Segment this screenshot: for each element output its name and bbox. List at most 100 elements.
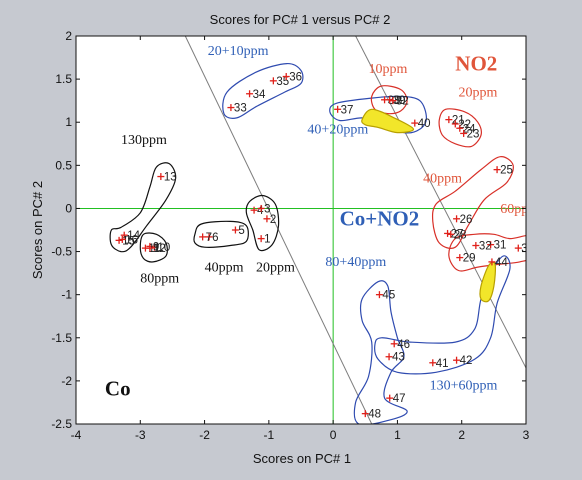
point-label-48: 48: [368, 409, 381, 421]
data-point-42: 42: [453, 355, 472, 367]
point-label-40: 40: [418, 118, 431, 130]
x-tick-label: -2: [199, 428, 210, 442]
y-tick-label: 1.5: [55, 72, 72, 86]
cluster-outline-3: [370, 85, 408, 115]
group-label-11: 40ppm: [205, 260, 244, 275]
separator-line-2: [355, 36, 526, 369]
data-point-46: 46: [390, 339, 410, 351]
data-point-13: 13: [157, 172, 177, 184]
data-point-28: 28: [447, 229, 467, 241]
x-tick-label: 3: [523, 428, 530, 442]
y-tick-label: -1: [61, 288, 72, 302]
data-point-32: 32: [389, 96, 409, 108]
point-label-44: 44: [495, 257, 508, 269]
cluster-outline-6: [448, 233, 526, 272]
data-point-37: 37: [334, 104, 353, 116]
data-point-26: 26: [453, 214, 472, 226]
point-label-33: 33: [234, 103, 247, 115]
point-label-37: 37: [341, 104, 354, 116]
point-label-47: 47: [393, 393, 406, 405]
data-point-48: 48: [361, 409, 381, 421]
x-tick-label: 0: [330, 428, 337, 442]
point-label-25: 25: [500, 165, 513, 177]
point-label-15: 15: [122, 235, 135, 247]
data-point-34: 34: [246, 89, 266, 101]
group-label-14: 130+60ppm: [430, 379, 498, 394]
data-point-1: 1: [257, 234, 271, 246]
point-label-32: 32: [396, 96, 409, 108]
data-point-40: 40: [411, 118, 431, 130]
point-label-45: 45: [382, 290, 395, 302]
y-axis-label: Scores on PC# 2: [30, 181, 45, 279]
data-point-45: 45: [375, 290, 395, 302]
point-label-9: 9: [153, 241, 159, 253]
data-point-39: 39: [386, 95, 406, 107]
data-point-3: 3: [257, 203, 271, 215]
cluster-outline-12: [245, 194, 280, 252]
cluster-outline-11: [193, 220, 249, 248]
data-point-16: 16: [118, 234, 138, 246]
point-label-3: 3: [264, 203, 270, 215]
group-label-3: NO2: [455, 51, 497, 75]
data-point-15: 15: [115, 235, 135, 247]
point-label-26: 26: [460, 214, 473, 226]
group-label-9: Co+NO2: [340, 207, 420, 231]
point-label-16: 16: [125, 234, 138, 246]
cluster-outline-8: [374, 255, 511, 375]
x-tick-label: -1: [264, 428, 275, 442]
point-label-22: 22: [458, 119, 471, 131]
data-point-6: 6: [205, 232, 218, 244]
point-label-43: 43: [392, 352, 405, 364]
point-label-29: 29: [463, 253, 476, 265]
data-point-25: 25: [493, 165, 513, 177]
point-label-27: 27: [451, 228, 464, 240]
group-label-2: 10ppm: [369, 62, 408, 77]
data-point-5: 5: [231, 225, 245, 237]
data-point-24: 24: [456, 123, 476, 135]
point-label-42: 42: [460, 355, 473, 367]
point-label-35: 35: [276, 76, 289, 88]
point-label-5: 5: [238, 225, 244, 237]
point-label-13: 13: [164, 172, 177, 184]
point-label-34: 34: [253, 89, 266, 101]
x-tick-label: 2: [458, 428, 465, 442]
group-label-13: 80ppm: [140, 272, 179, 287]
plot-background: [76, 36, 526, 424]
point-label-23: 23: [467, 128, 480, 140]
y-tick-label: -2.5: [51, 417, 72, 431]
data-point-22: 22: [451, 119, 471, 131]
data-point-43: 43: [385, 352, 405, 364]
group-label-12: 20ppm: [256, 260, 295, 275]
x-tick-label: -3: [135, 428, 146, 442]
plot-frame: [75, 35, 527, 425]
cluster-outline-10: [139, 232, 168, 263]
point-label-39: 39: [393, 95, 406, 107]
data-point-33: 33: [227, 103, 247, 115]
data-point-23: 23: [460, 128, 479, 140]
cluster-outline-1: [222, 62, 304, 119]
cluster-outline-14: [479, 261, 497, 303]
data-point-27: 27: [444, 228, 463, 240]
point-label-31: 31: [494, 240, 507, 252]
data-point-44: 44: [488, 257, 508, 269]
cluster-outline-5: [431, 156, 514, 249]
group-label-4: 20ppm: [459, 85, 498, 100]
point-label-36: 36: [289, 72, 302, 84]
data-point-36: 36: [282, 72, 302, 84]
y-tick-label: -0.5: [51, 245, 72, 259]
group-label-1: 20+10ppm: [208, 44, 269, 59]
group-label-7: 40ppm: [423, 172, 462, 187]
cluster-outline-9: [109, 162, 177, 253]
point-label-32: 32: [479, 241, 492, 253]
cluster-outline-13: [361, 108, 415, 134]
y-tick-label: -2: [61, 374, 72, 388]
point-label-41: 41: [436, 358, 449, 370]
data-point-29: 29: [456, 253, 476, 265]
point-label-12: 12: [153, 243, 166, 255]
x-tick-label: -4: [71, 428, 82, 442]
data-point-14: 14: [120, 230, 141, 242]
data-point-31: 31: [487, 240, 506, 252]
data-point-2: 2: [263, 214, 276, 226]
